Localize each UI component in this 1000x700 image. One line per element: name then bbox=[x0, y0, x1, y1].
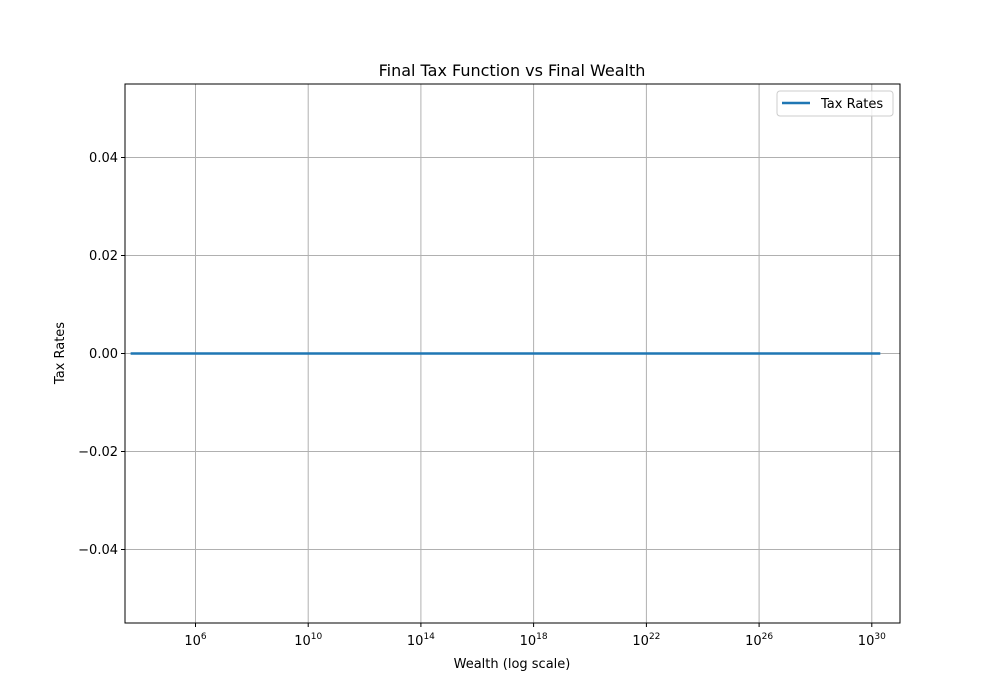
y-tick-label: −0.04 bbox=[78, 543, 118, 558]
legend-label-tax-rates: Tax Rates bbox=[820, 97, 883, 112]
x-tick-label: 1022 bbox=[632, 632, 660, 649]
x-axis-label: Wealth (log scale) bbox=[454, 657, 571, 672]
y-tick-label: 0.00 bbox=[89, 347, 118, 362]
legend: Tax Rates bbox=[776, 90, 894, 117]
x-tick-label: 1018 bbox=[520, 632, 548, 649]
chart-title: Final Tax Function vs Final Wealth bbox=[379, 61, 646, 80]
y-tick-label: 0.04 bbox=[89, 151, 118, 166]
x-tick-label: 1010 bbox=[294, 632, 322, 649]
y-axis-label: Tax Rates bbox=[53, 322, 68, 385]
y-tick-label: −0.02 bbox=[78, 445, 118, 460]
x-tick-label: 106 bbox=[184, 632, 207, 649]
x-axis-ticks: 106 1010 1014 1018 1022 1026 1030 bbox=[184, 623, 886, 649]
x-tick-label: 1014 bbox=[407, 632, 435, 649]
x-tick-label: 1030 bbox=[858, 632, 886, 649]
x-tick-label: 1026 bbox=[745, 632, 773, 649]
y-tick-label: 0.02 bbox=[89, 249, 118, 264]
y-axis-ticks: 0.04 0.02 0.00 −0.02 −0.04 bbox=[78, 151, 125, 558]
legend-box bbox=[776, 90, 894, 117]
